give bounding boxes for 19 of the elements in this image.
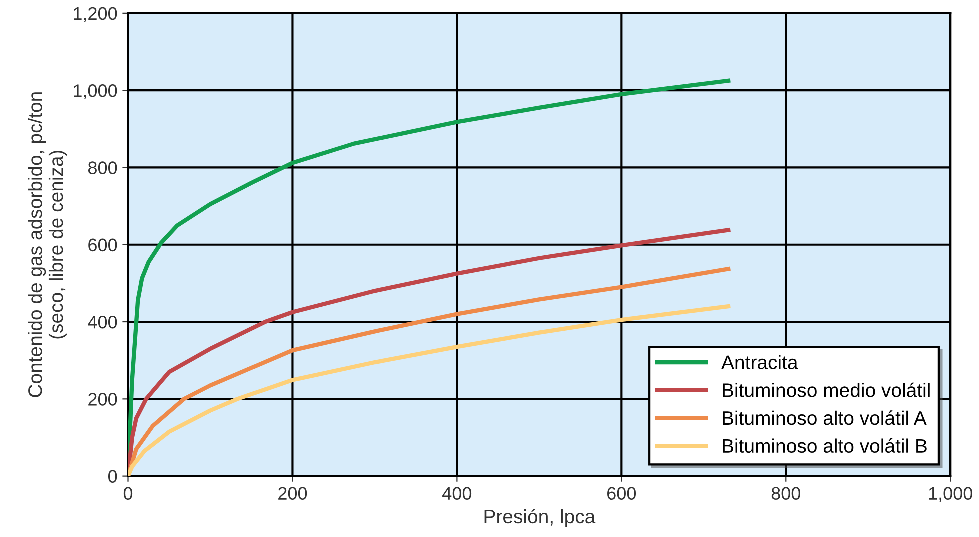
y-tick-label: 0 (108, 470, 118, 484)
y-tick-label: 1,000 (74, 84, 118, 100)
legend-label: Bituminoso alto volátil A (723, 410, 927, 426)
x-tick-label: 800 (772, 487, 800, 500)
x-axis-title: Presión, lpca (484, 509, 596, 528)
legend-label: Bituminoso medio volátil (723, 382, 930, 398)
y-tick-label: 600 (88, 238, 118, 252)
y-tick-label: 200 (88, 393, 118, 406)
y-tick-label: 400 (88, 316, 118, 329)
x-tick-label: 0 (124, 487, 133, 500)
x-tick-label: 600 (608, 487, 636, 500)
y-axis-title: Contenido de gas adsorbido, pc/ton (seco, libre de ceniza) (28, 92, 68, 398)
x-tick-label: 1,000 (929, 487, 972, 502)
legend-label: Antracita (722, 355, 798, 370)
y-tick-label: 1,200 (74, 7, 118, 22)
x-tick-label: 200 (278, 487, 308, 500)
x-tick-label: 400 (442, 487, 472, 500)
legend-label: Bituminoso alto volátil B (723, 438, 927, 454)
y-tick-label: 800 (88, 162, 118, 174)
